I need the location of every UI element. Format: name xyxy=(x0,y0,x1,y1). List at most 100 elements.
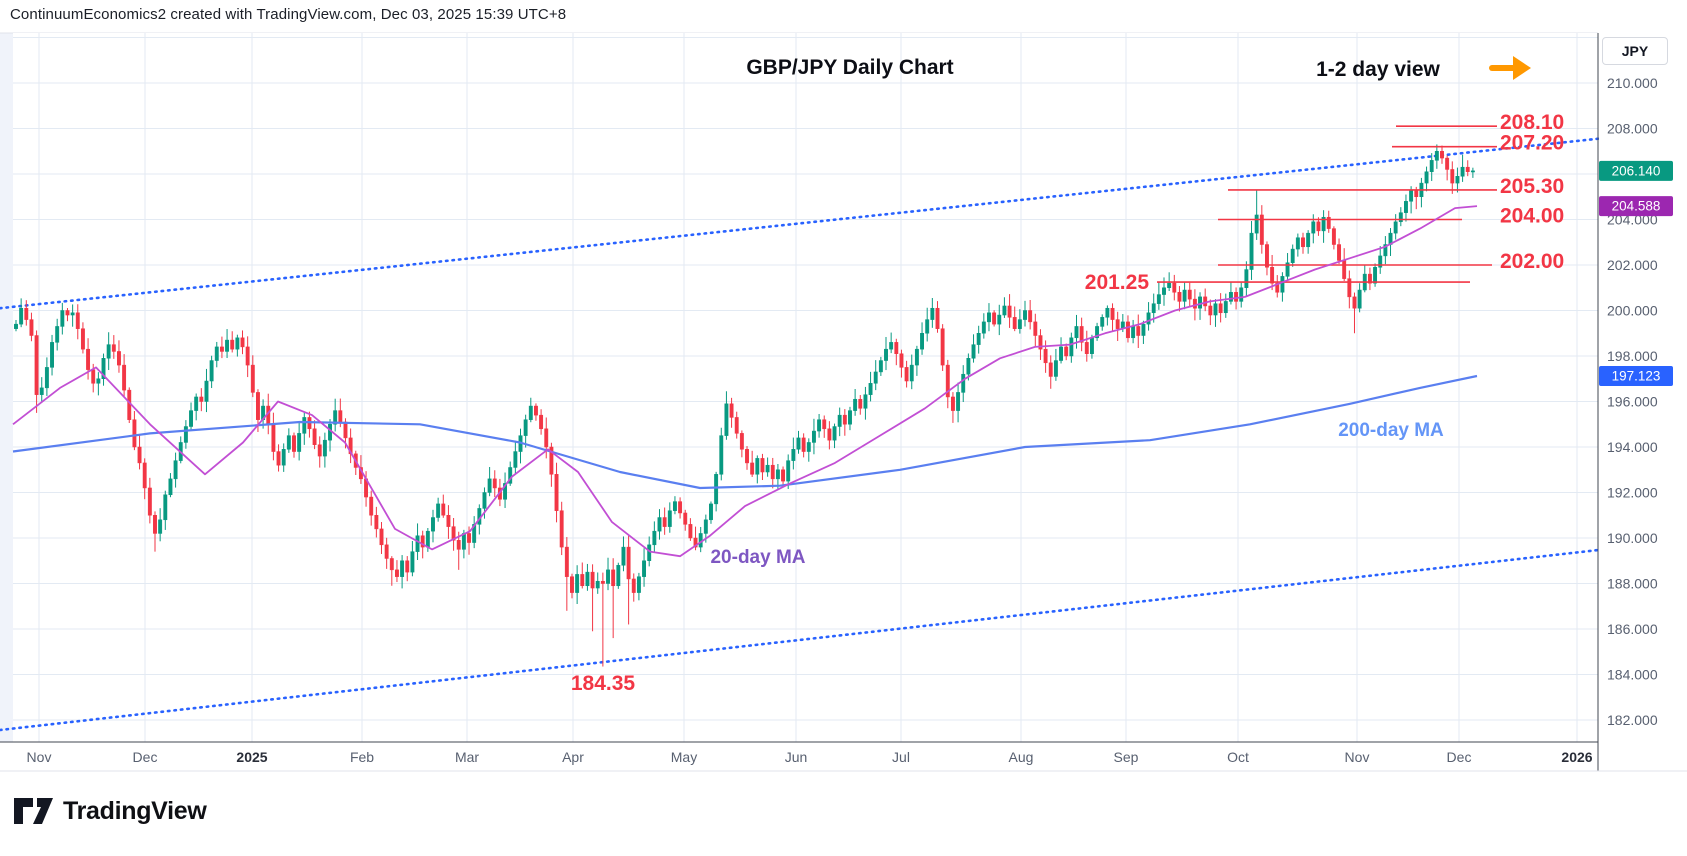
trend-channel-lines[interactable] xyxy=(0,137,1600,732)
level-label-204.00: 204.00 xyxy=(1500,205,1564,228)
candle-body xyxy=(997,314,1002,325)
candle-body xyxy=(338,410,343,423)
candle-body xyxy=(1023,310,1027,320)
candle-body xyxy=(1424,171,1429,184)
candle-body xyxy=(1357,289,1362,309)
candle-body xyxy=(302,417,307,434)
candle-body xyxy=(1007,305,1012,318)
candle-body xyxy=(1069,337,1074,357)
candle-body xyxy=(626,546,631,580)
candle-body xyxy=(1017,319,1022,329)
candle-body xyxy=(65,310,70,316)
candle-body xyxy=(1429,160,1434,172)
candle-body xyxy=(1450,169,1455,184)
horizontal-level-lines[interactable] xyxy=(1157,125,1497,283)
annotation-low-label: 184.35 xyxy=(571,672,636,695)
candle-body xyxy=(410,551,415,573)
candle-body xyxy=(147,487,152,516)
price-tick-label: 186.000 xyxy=(1607,621,1658,637)
candle-body xyxy=(163,494,168,521)
time-tick-label: Sep xyxy=(1114,749,1139,765)
candle-body xyxy=(1084,342,1089,354)
candle-body xyxy=(1249,232,1254,270)
candle-body xyxy=(209,360,214,382)
price-tick-label: 198.000 xyxy=(1607,348,1658,364)
candle-body xyxy=(528,405,533,420)
candle-body xyxy=(425,530,430,548)
candle-body xyxy=(322,439,327,457)
candle-body xyxy=(1306,232,1311,248)
candle-body xyxy=(1156,294,1161,304)
price-tick-label: 202.000 xyxy=(1607,257,1658,273)
candle-body xyxy=(24,307,29,320)
candle-body xyxy=(1028,310,1033,323)
candle-body xyxy=(544,428,549,448)
tradingview-logo-text: TradingView xyxy=(63,797,207,825)
candle-body xyxy=(930,307,935,320)
candle-body xyxy=(889,342,894,350)
candle-body xyxy=(837,414,842,427)
time-tick-label: 2026 xyxy=(1561,749,1592,765)
candle-body xyxy=(1203,296,1208,307)
candle-body xyxy=(1038,335,1043,350)
candle-body xyxy=(884,348,888,361)
candle-body xyxy=(173,460,178,480)
currency-button[interactable]: JPY xyxy=(1602,37,1668,65)
candle-body xyxy=(281,449,286,466)
candle-body xyxy=(914,348,919,366)
candle-body xyxy=(106,344,111,359)
time-axis-labels: Nov Dec 2025 Feb Mar Apr May Jun Jul Aug Sep Oct Nov… xyxy=(27,749,1593,765)
candle-body xyxy=(1373,267,1378,284)
candle-body xyxy=(86,348,91,370)
candle-body xyxy=(1079,326,1084,343)
candle-body xyxy=(1177,292,1182,302)
candle-body xyxy=(570,576,574,593)
candle-body xyxy=(1275,282,1280,293)
candle-body xyxy=(204,380,209,402)
candle-body xyxy=(441,503,446,516)
candle-body xyxy=(1095,326,1100,339)
price-tick-label: 200.000 xyxy=(1607,303,1658,319)
candle-body xyxy=(734,417,739,434)
candle-body xyxy=(1259,214,1264,245)
candle-body xyxy=(405,560,410,573)
candle-body xyxy=(585,571,590,587)
candle-body xyxy=(616,565,621,587)
time-tick-label: Oct xyxy=(1227,749,1249,765)
candle-body xyxy=(1100,317,1105,327)
candle-body xyxy=(199,396,204,402)
candle-body xyxy=(1383,244,1388,257)
candle-body xyxy=(703,519,708,534)
time-tick-label: Jul xyxy=(892,749,910,765)
candle-body xyxy=(39,387,44,395)
candle-body xyxy=(1367,273,1372,284)
candle-body xyxy=(343,421,348,439)
candle-body xyxy=(832,426,837,441)
level-label-205.30: 205.30 xyxy=(1500,175,1564,198)
candle-body xyxy=(389,558,394,571)
candle-body xyxy=(667,510,672,527)
candle-body xyxy=(451,526,456,541)
chart-title: GBP/JPY Daily Chart xyxy=(746,56,953,79)
candle-body xyxy=(1352,296,1357,309)
candle-body xyxy=(1064,346,1069,357)
candle-body xyxy=(312,428,317,445)
candle-body xyxy=(297,433,302,452)
time-axis[interactable] xyxy=(0,743,1687,771)
chart-plot-area[interactable] xyxy=(13,33,1598,742)
arrow-right-icon[interactable] xyxy=(1489,56,1531,80)
candle-body xyxy=(1378,255,1383,268)
price-tick-label: 196.000 xyxy=(1607,394,1658,410)
candle-body xyxy=(719,435,724,475)
candle-body xyxy=(183,426,188,443)
candle-body xyxy=(1301,237,1305,248)
candle-body xyxy=(214,346,219,361)
price-tick-label: 182.000 xyxy=(1607,712,1658,728)
candle-body xyxy=(631,578,636,593)
price-axis[interactable] xyxy=(1599,33,1687,772)
candle-body xyxy=(709,503,713,521)
tradingview-logo[interactable]: TradingView xyxy=(13,797,207,826)
candle-body xyxy=(657,517,662,532)
candle-body xyxy=(909,364,914,382)
